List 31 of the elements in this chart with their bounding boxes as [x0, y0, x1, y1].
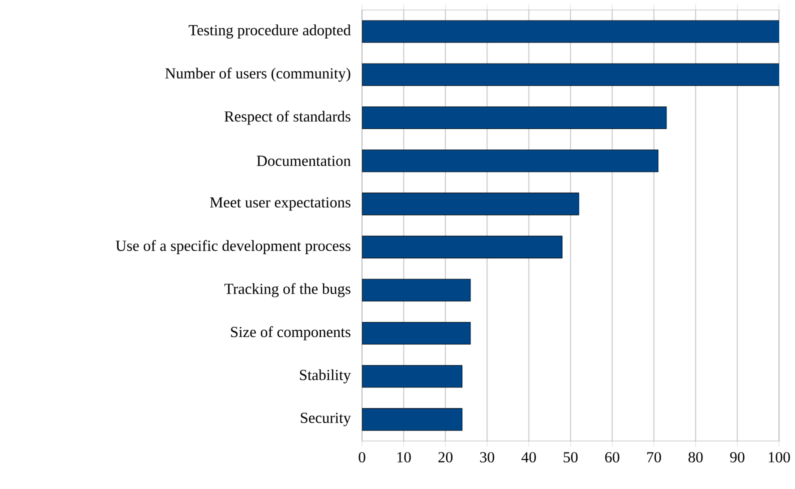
bar	[362, 63, 780, 86]
x-tick-label: 50	[564, 452, 578, 462]
bar	[362, 322, 471, 345]
bar	[362, 192, 580, 216]
y-tick-label: Respect of standards	[224, 110, 350, 125]
y-tick-label: Security	[300, 412, 351, 426]
bar	[362, 408, 462, 431]
x-tick-label: 90	[730, 452, 744, 462]
y-tick-label: Use of a specific development process	[116, 240, 350, 254]
bar	[362, 20, 780, 43]
y-tick-label: Tracking of the bugs	[224, 283, 350, 298]
x-tick-label: 10	[397, 452, 411, 462]
bar	[362, 106, 667, 130]
x-tick-label: 30	[480, 452, 494, 462]
bar	[362, 236, 562, 258]
y-tick-label: Documentation	[256, 156, 351, 166]
x-tick-label: 80	[688, 452, 703, 462]
y-tick-label: Meet user expectations	[210, 197, 350, 211]
x-tick-label: 100	[768, 452, 790, 462]
bar	[362, 278, 471, 302]
x-tick-label: 70	[647, 452, 661, 462]
x-tick-label: 60	[605, 452, 620, 462]
x-tick-label: 40	[521, 452, 536, 462]
x-tick-label: 20	[438, 452, 452, 462]
x-tick-label: 0	[358, 452, 366, 462]
bar	[362, 150, 658, 172]
y-tick-label: Testing procedure adopted	[188, 24, 351, 39]
y-tick-label: Number of users (community)	[165, 68, 350, 82]
bar	[362, 365, 462, 388]
y-tick-label: Stability	[300, 369, 351, 384]
y-tick-label: Size of components	[231, 326, 350, 340]
